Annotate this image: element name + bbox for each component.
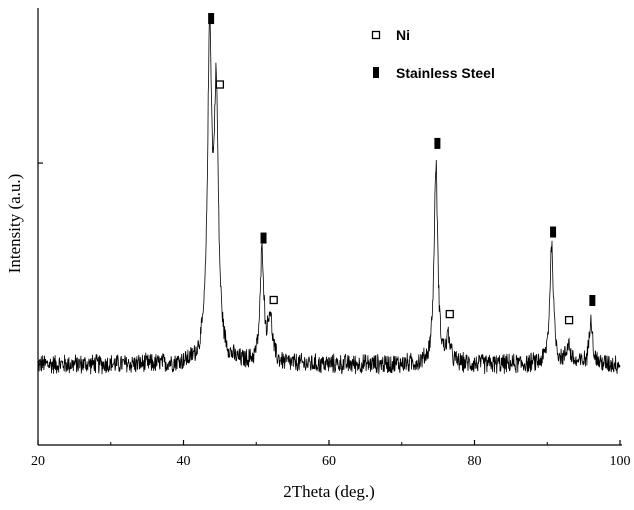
x-tick-label: 20 <box>31 454 45 469</box>
legend-stainless-steel-label: Stainless Steel <box>396 65 495 81</box>
ni-marker <box>564 315 574 325</box>
phase-markers <box>208 13 596 325</box>
legend-ni-label: Ni <box>396 27 410 43</box>
ticks: 20 40 60 80 100 <box>31 162 631 469</box>
x-tick-label: 100 <box>610 454 631 469</box>
stainless-steel-marker <box>589 294 596 306</box>
legend-stainless-steel-symbol <box>373 67 379 78</box>
x-tick-label: 60 <box>322 454 336 469</box>
x-axis-label: 2Theta (deg.) <box>283 482 375 501</box>
stainless-steel-marker <box>260 232 267 244</box>
axes <box>37 8 622 446</box>
xrd-series-line <box>37 13 621 375</box>
legend: Ni Stainless Steel <box>371 27 495 81</box>
x-tick-label: 40 <box>177 454 191 469</box>
legend-ni-symbol <box>371 30 381 40</box>
ni-marker <box>445 309 454 319</box>
stainless-steel-marker <box>550 226 557 238</box>
ni-marker <box>215 80 225 89</box>
ni-marker <box>269 295 278 305</box>
stainless-steel-marker <box>434 137 441 149</box>
stainless-steel-marker <box>208 13 215 25</box>
y-axis-label: Intensity (a.u.) <box>5 174 24 274</box>
x-tick-label: 80 <box>468 454 482 469</box>
plot-area <box>37 13 621 375</box>
